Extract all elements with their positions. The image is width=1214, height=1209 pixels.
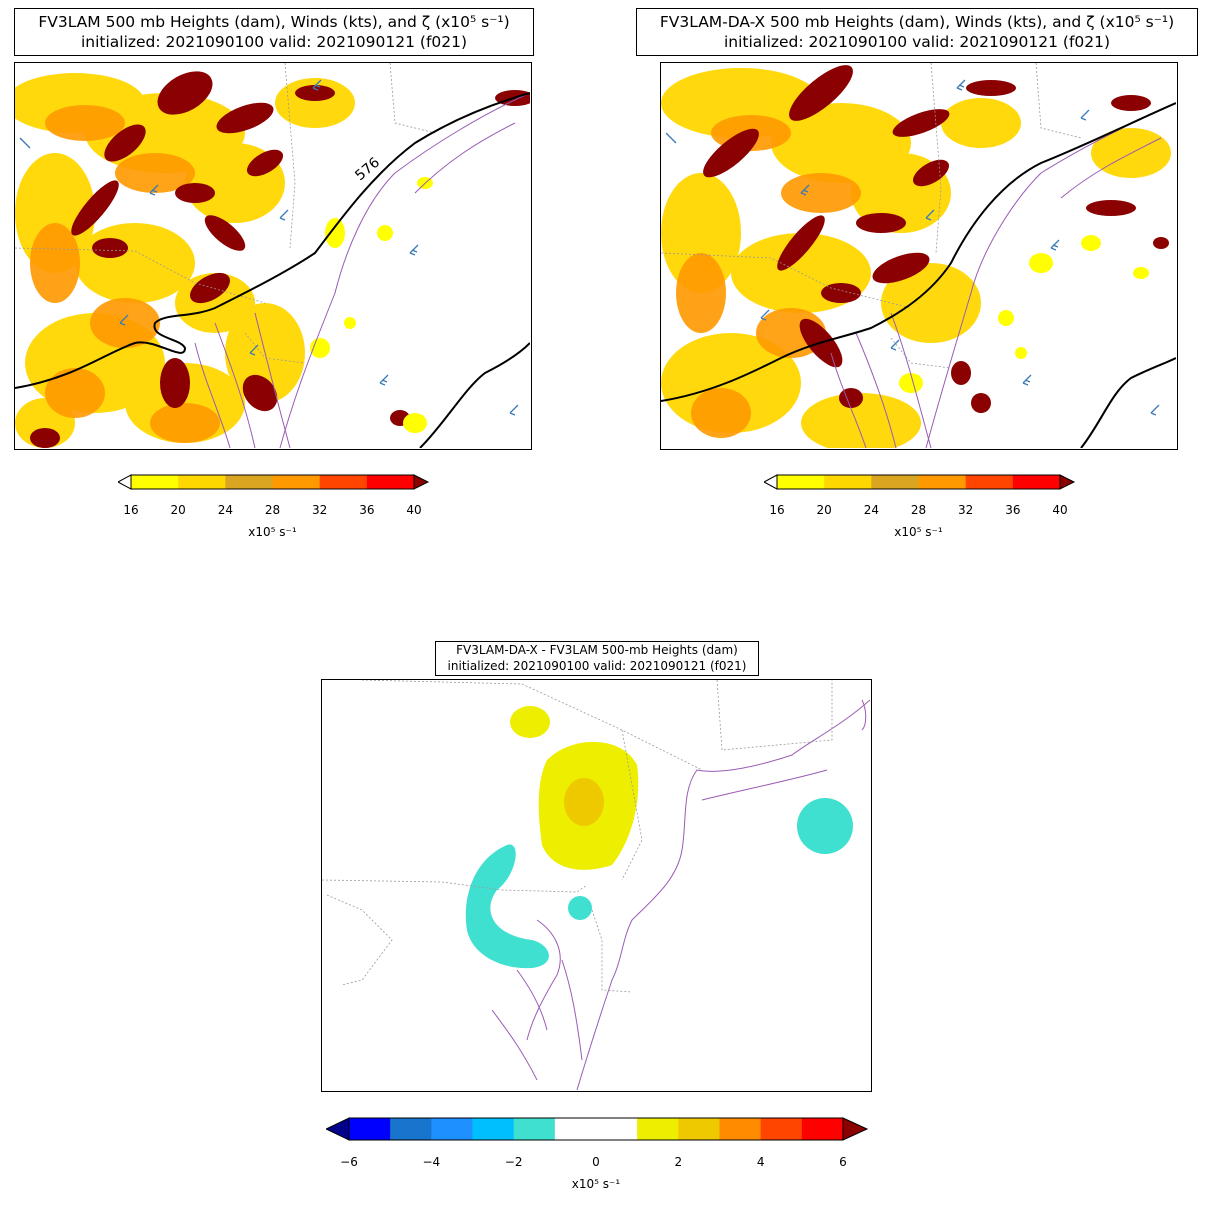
panel-b-title: FV3LAM-DA-X 500 mb Heights (dam), Winds … xyxy=(636,8,1198,57)
coastline xyxy=(830,102,1176,448)
height-contours xyxy=(661,102,1176,448)
difference-field xyxy=(465,706,853,969)
panel-c-colorbar-tick-label: −6 xyxy=(340,1155,358,1169)
panel-b-title-line1: FV3LAM-DA-X 500 mb Heights (dam), Winds … xyxy=(659,13,1175,31)
panel-c-title-line1: FV3LAM-DA-X - FV3LAM 500-mb Heights (dam… xyxy=(456,643,738,657)
panel-c-colorbar-cell xyxy=(719,1118,762,1140)
panel-a-colorbar-tick-label: 36 xyxy=(359,503,375,517)
panel-a-colorbar: 16 20 24 28 32 36 40 x10⁵ s⁻¹ xyxy=(116,473,430,543)
panel-b-title-line2: initialized: 2021090100 valid: 202109012… xyxy=(723,33,1111,52)
panel-a-colorbar-tick-label: 16 xyxy=(123,503,139,517)
panel-c-map xyxy=(321,679,872,1092)
panel-c-colorbar-cell xyxy=(760,1118,803,1140)
panel-a-colorbar-cell xyxy=(272,475,321,489)
colorbar-over-arrow xyxy=(413,474,430,490)
panel-c-colorbar-swatches xyxy=(324,1117,869,1141)
panel-b-colorbar: 16 20 24 28 32 36 40 x10⁵ s⁻¹ xyxy=(762,473,1076,543)
panel-c-colorbar-tick-label: −2 xyxy=(504,1155,523,1169)
coastline xyxy=(194,92,530,448)
colorbar-over-arrow xyxy=(1059,474,1076,490)
panel-c-colorbar-tick-label: 4 xyxy=(756,1155,765,1169)
panel-a-title-line2: initialized: 2021090100 valid: 202109012… xyxy=(80,33,468,52)
vorticity-field xyxy=(661,65,1171,448)
panel-c-colorbar-cell xyxy=(349,1118,391,1140)
colorbar-under-arrow xyxy=(324,1117,350,1141)
panel-b-colorbar-tick-label: 28 xyxy=(910,503,927,517)
panel-b-colorbar-tick-label: 40 xyxy=(1052,503,1068,517)
panel-a-colorbar-tick-label: 20 xyxy=(170,503,186,517)
panel-b-colorbar-tick-label: 16 xyxy=(769,503,785,517)
panel-b-colorbar-cell xyxy=(871,475,919,489)
panel-a-colorbar-tick-label: 40 xyxy=(406,503,422,517)
panel-a-title-line1: FV3LAM 500 mb Heights (dam), Winds (kts)… xyxy=(38,13,510,31)
panel-b-colorbar-cell xyxy=(918,475,967,489)
panel-a-map-canvas: 576 xyxy=(15,63,530,448)
panel-c-colorbar-cell xyxy=(431,1118,473,1140)
panel-a-colorbar-tick-label: 32 xyxy=(312,503,328,517)
colorbar-under-arrow xyxy=(116,474,132,490)
panel-b-colorbar-swatches xyxy=(762,474,1076,490)
coastline xyxy=(491,699,870,1090)
wind-barbs xyxy=(665,79,1160,416)
panel-c-colorbar-cell xyxy=(472,1118,515,1140)
panel-a-colorbar-cell xyxy=(366,475,415,489)
panel-b-colorbar-cell xyxy=(777,475,825,489)
panel-a-colorbar-tick-label: 28 xyxy=(264,503,281,517)
panel-c-colorbar-tick-label: 0 xyxy=(592,1155,600,1169)
panel-a-colorbar-cell xyxy=(178,475,226,489)
panel-c-colorbar-cell xyxy=(596,1118,638,1140)
colorbar-under-arrow xyxy=(762,474,778,490)
panel-a-colorbar-tick-label: 24 xyxy=(217,503,233,517)
height-contours xyxy=(15,92,530,448)
panel-b-colorbar-tick-label: 24 xyxy=(863,503,879,517)
panel-c-colorbar-tick-label: −4 xyxy=(422,1155,441,1169)
panel-a-colorbar-cell xyxy=(131,475,179,489)
vorticity-field xyxy=(15,71,530,448)
panel-c-colorbar-cell xyxy=(513,1118,556,1140)
panel-c-title-line2: initialized: 2021090100 valid: 202109012… xyxy=(447,658,747,673)
panel-c-colorbar-tick-label: 2 xyxy=(674,1155,683,1169)
panel-b-colorbar-unit-label: x10⁵ s⁻¹ xyxy=(894,525,943,539)
panel-a-colorbar-swatches xyxy=(116,474,430,490)
contour-label-576: 576 xyxy=(352,155,383,184)
panel-b-colorbar-tick-label: 32 xyxy=(958,503,974,517)
panel-c-colorbar-cell xyxy=(390,1118,432,1140)
panel-c-map-canvas xyxy=(322,680,870,1090)
panel-c-colorbar: −6 −4 −2 0 2 4 6 x10⁵ s⁻¹ xyxy=(324,1116,871,1196)
panel-c-colorbar-unit-label: x10⁵ s⁻¹ xyxy=(571,1177,621,1191)
panel-c-colorbar-cell xyxy=(678,1118,720,1140)
panel-a-title: FV3LAM 500 mb Heights (dam), Winds (kts)… xyxy=(14,8,534,57)
panel-a-colorbar-cell xyxy=(319,475,368,489)
panel-c-colorbar-cell xyxy=(637,1118,679,1140)
panel-c-colorbar-cell xyxy=(801,1118,844,1140)
panel-b-colorbar-cell xyxy=(1012,475,1061,489)
panel-a-colorbar-unit-label: x10⁵ s⁻¹ xyxy=(248,525,297,539)
state-borders xyxy=(15,63,436,364)
panel-b-colorbar-cell xyxy=(824,475,872,489)
panel-c-colorbar-cell xyxy=(554,1118,597,1140)
panel-b-map-canvas xyxy=(661,63,1176,448)
panel-a-map: 576 xyxy=(14,62,532,450)
state-borders xyxy=(661,63,1082,369)
panel-b-colorbar-cell xyxy=(965,475,1014,489)
panel-c-title: FV3LAM-DA-X - FV3LAM 500-mb Heights (dam… xyxy=(435,641,759,677)
panel-b-map xyxy=(660,62,1178,450)
panel-b-colorbar-tick-label: 20 xyxy=(816,503,832,517)
colorbar-over-arrow xyxy=(842,1117,869,1141)
state-borders xyxy=(322,680,833,993)
panel-c-colorbar-tick-label: 6 xyxy=(839,1155,847,1169)
panel-b-colorbar-tick-label: 36 xyxy=(1005,503,1021,517)
wind-barbs xyxy=(19,79,519,416)
panel-a-colorbar-cell xyxy=(225,475,273,489)
